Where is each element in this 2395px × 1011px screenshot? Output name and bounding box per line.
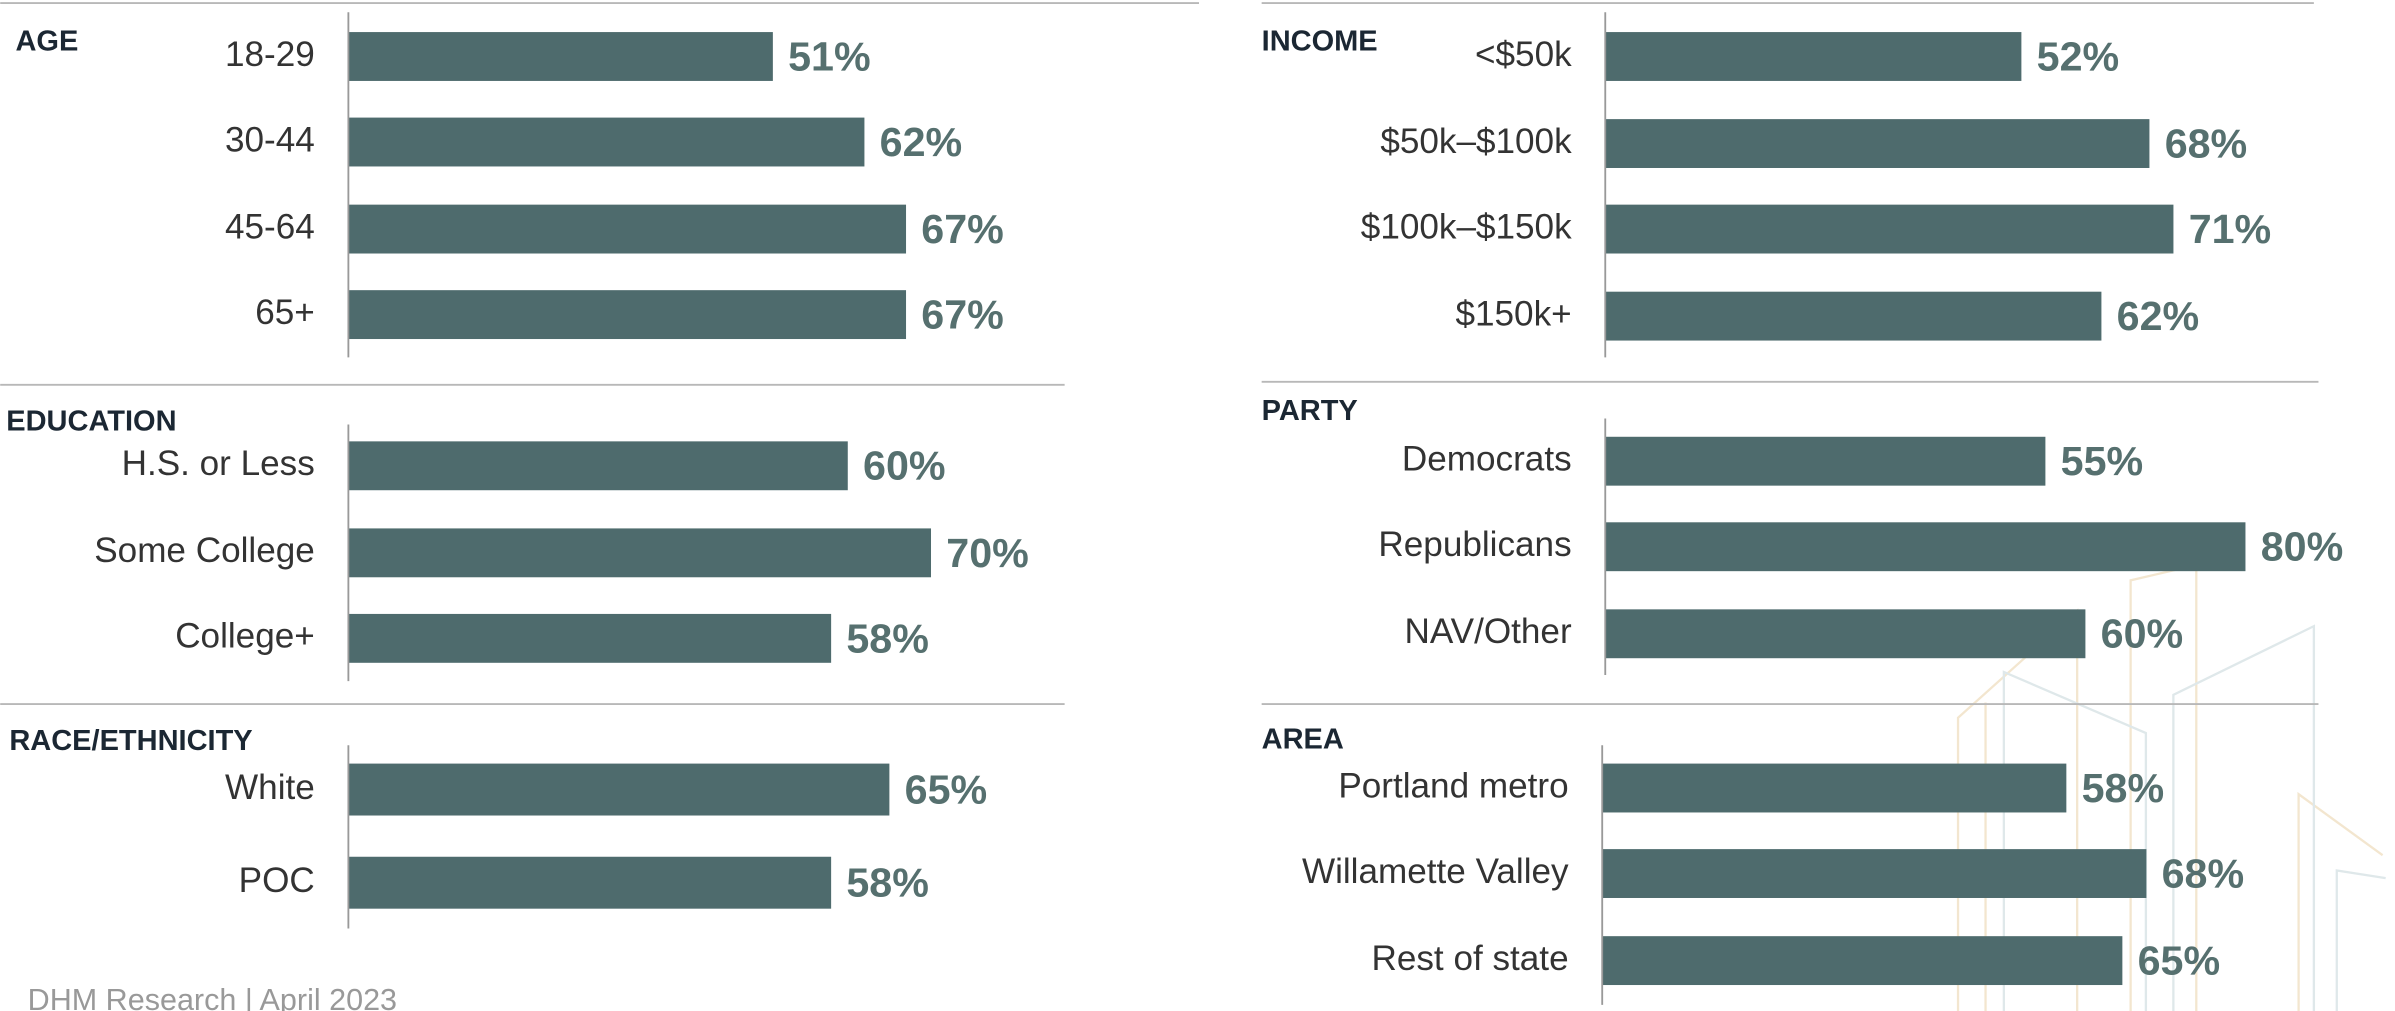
bar xyxy=(1605,436,2046,486)
bar xyxy=(348,117,865,167)
category-label: $150k+ xyxy=(1455,294,1571,333)
category-label: <$50k xyxy=(1475,35,1572,74)
bar xyxy=(348,528,932,578)
value-label: 71% xyxy=(2189,206,2272,252)
section-title: INCOME xyxy=(1262,25,1378,57)
category-label: $50k–$100k xyxy=(1380,122,1572,161)
category-label: Willamette Valley xyxy=(1302,852,1569,891)
value-label: 80% xyxy=(2261,524,2344,570)
value-label: 62% xyxy=(2117,293,2200,339)
category-label: NAV/Other xyxy=(1405,612,1572,651)
value-label: 51% xyxy=(788,33,870,79)
bar xyxy=(348,856,832,909)
value-label: 52% xyxy=(2037,33,2120,79)
bar xyxy=(1602,936,2123,986)
section-title: AREA xyxy=(1262,723,1344,755)
bar xyxy=(348,32,773,81)
value-label: 58% xyxy=(2082,765,2165,811)
bar xyxy=(1602,849,2147,898)
bar xyxy=(1605,291,2102,341)
bar xyxy=(1605,119,2150,168)
category-label: 65+ xyxy=(255,293,315,332)
category-label: $100k–$150k xyxy=(1361,207,1572,246)
bar xyxy=(1605,204,2174,254)
value-label: 67% xyxy=(921,206,1003,252)
value-label: 58% xyxy=(846,860,928,906)
section-title: PARTY xyxy=(1262,395,1358,427)
section-title: RACE/ETHNICITY xyxy=(9,725,252,757)
bar xyxy=(1605,32,2022,81)
value-label: 60% xyxy=(2101,611,2184,657)
value-label: 68% xyxy=(2162,850,2245,896)
section-title: AGE xyxy=(15,25,78,57)
value-label: 65% xyxy=(2138,938,2221,984)
bar xyxy=(1602,763,2067,813)
bar xyxy=(348,290,907,340)
value-label: 58% xyxy=(846,615,928,661)
value-label: 62% xyxy=(880,119,962,165)
category-label: 30-44 xyxy=(225,120,315,159)
value-label: 60% xyxy=(863,443,946,489)
bar xyxy=(1605,522,2246,572)
value-label: 67% xyxy=(921,292,1003,338)
category-label: Some College xyxy=(94,531,315,570)
category-label: White xyxy=(225,768,315,807)
category-label: POC xyxy=(239,861,315,900)
source: DHM Research | April 2023 xyxy=(28,983,397,1011)
value-label: 68% xyxy=(2165,121,2248,167)
category-label: H.S. or Less xyxy=(122,444,315,483)
section-title: EDUCATION xyxy=(6,406,176,438)
bar xyxy=(348,763,890,816)
category-label: Portland metro xyxy=(1338,766,1568,805)
category-label: Republicans xyxy=(1378,525,1571,564)
category-label: Rest of state xyxy=(1371,939,1568,978)
bar xyxy=(348,204,907,254)
value-label: 65% xyxy=(905,767,987,813)
category-label: 45-64 xyxy=(225,207,315,246)
category-label: 18-29 xyxy=(225,35,315,74)
bar xyxy=(348,613,832,663)
bar xyxy=(1605,609,2086,659)
value-label: 55% xyxy=(2061,438,2144,484)
bar xyxy=(348,441,848,491)
category-label: Democrats xyxy=(1402,439,1572,478)
value-label: 70% xyxy=(946,530,1029,576)
category-label: College+ xyxy=(175,617,315,656)
